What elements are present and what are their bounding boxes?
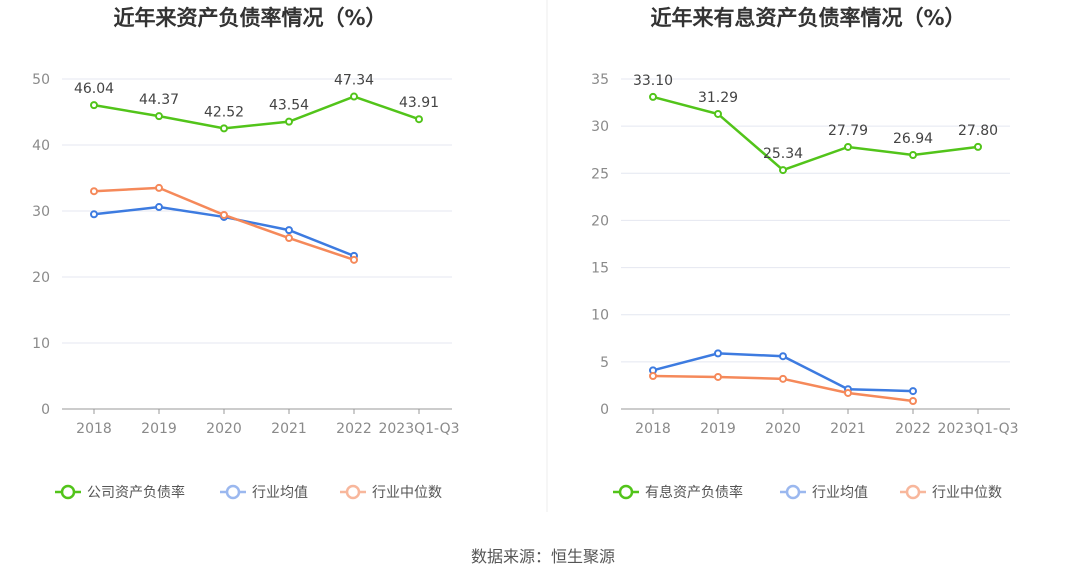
legend-marker-icon [60,484,76,500]
data-label: 44.37 [139,92,179,108]
y-tick-label: 10 [591,308,609,324]
data-point [155,203,163,212]
data-point [285,234,293,243]
data-label: 33.10 [633,73,673,89]
x-tick-label: 2021 [271,421,307,437]
data-point [974,142,982,151]
y-tick-label: 20 [32,270,50,286]
x-tick-label: 2019 [700,421,736,437]
data-point [285,226,293,235]
data-point [844,142,852,151]
data-label: 43.54 [269,98,309,114]
data-point [90,210,98,219]
y-tick-label: 20 [591,213,609,229]
legend-marker-icon [345,484,361,500]
data-point [285,117,293,126]
series-line [652,95,979,172]
data-point [155,112,163,121]
chart-title: 近年来有息资产负债率情况（%） [650,6,965,30]
legend-label: 公司资产负债率 [87,484,185,501]
data-point [714,372,722,381]
data-point [779,374,787,383]
data-label: 25.34 [763,146,803,162]
data-point [350,255,358,264]
x-tick-label: 2020 [206,421,242,437]
data-point [649,372,657,380]
x-tick-label: 2021 [830,421,866,437]
y-tick-label: 30 [591,119,609,135]
x-tick-label: 2018 [635,421,671,437]
data-point [714,109,722,118]
legend-label: 行业均值 [812,485,868,501]
data-label: 31.29 [698,90,738,106]
x-tick-label: 2023Q1-Q3 [378,421,459,437]
data-point [350,92,358,101]
legend-label: 行业中位数 [372,485,442,501]
y-tick-label: 35 [591,72,609,88]
legend-marker-icon [905,484,921,500]
data-label: 27.79 [828,123,868,139]
data-label: 47.34 [334,73,374,89]
data-point [909,387,917,396]
data-label: 43.91 [399,95,439,111]
y-tick-label: 25 [591,166,609,182]
x-tick-label: 2020 [765,421,801,437]
data-point [714,349,722,358]
data-point [649,92,657,101]
data-label: 27.80 [958,123,998,139]
legend-label: 行业均值 [252,485,308,501]
x-tick-label: 2022 [895,421,931,437]
data-label: 26.94 [893,131,933,147]
y-tick-label: 50 [32,72,50,88]
x-tick-label: 2022 [336,421,372,437]
x-tick-label: 2023Q1-Q3 [937,421,1018,437]
data-point [779,166,787,175]
series-line [93,95,420,130]
y-tick-label: 0 [41,402,50,418]
data-point [415,115,423,124]
y-tick-label: 0 [600,402,609,418]
data-point [90,187,98,196]
data-source: 数据来源：恒生聚源 [471,547,615,566]
y-tick-label: 40 [32,138,50,154]
legend-marker-icon [225,484,241,500]
data-point [779,352,787,361]
data-point [909,150,917,159]
data-point [909,396,917,405]
data-point [90,101,98,110]
data-label: 42.52 [204,104,244,120]
legend-label: 有息资产负债率 [645,484,743,501]
y-tick-label: 30 [32,204,50,220]
legend-label: 行业中位数 [932,485,1002,501]
y-tick-label: 10 [32,336,50,352]
legend-marker-icon [618,484,634,500]
y-tick-label: 15 [591,261,609,277]
legend-marker-icon [785,484,801,500]
chart-title: 近年来资产负债率情况（%） [113,6,386,30]
series-line [93,186,355,262]
x-tick-label: 2018 [76,421,112,437]
x-tick-label: 2019 [141,421,177,437]
data-label: 46.04 [74,81,114,97]
data-point [220,124,228,133]
data-point [220,210,228,219]
y-tick-label: 5 [600,355,609,371]
data-point [155,183,163,192]
data-point [844,388,852,397]
